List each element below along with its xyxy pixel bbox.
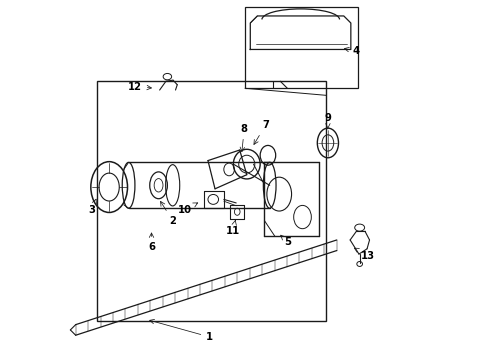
Text: 5: 5 xyxy=(281,235,291,247)
Text: 10: 10 xyxy=(177,203,197,215)
Text: 7: 7 xyxy=(254,120,269,144)
Text: 1: 1 xyxy=(150,319,213,342)
Text: 12: 12 xyxy=(128,81,151,91)
Bar xyxy=(97,81,326,321)
Text: 8: 8 xyxy=(240,124,248,152)
Text: 3: 3 xyxy=(88,199,97,215)
Text: 6: 6 xyxy=(148,233,155,252)
Text: 2: 2 xyxy=(161,201,176,226)
Text: 9: 9 xyxy=(324,113,331,129)
Text: 13: 13 xyxy=(354,248,375,261)
Text: 11: 11 xyxy=(225,220,240,236)
Text: 4: 4 xyxy=(344,46,360,56)
Bar xyxy=(245,7,358,88)
